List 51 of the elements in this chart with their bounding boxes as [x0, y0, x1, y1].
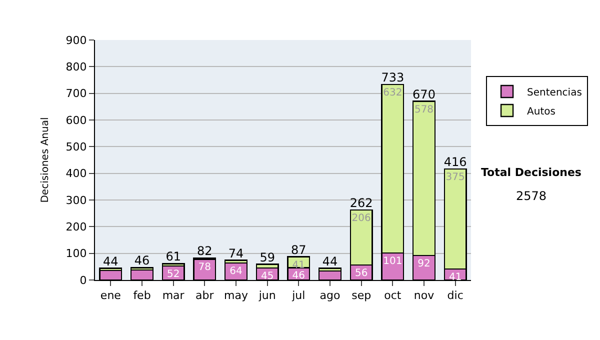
y-tick-label: 200	[66, 220, 87, 234]
x-tick-label: oct	[384, 289, 402, 302]
data-label: 632	[383, 88, 402, 99]
total-label: 44	[103, 254, 118, 268]
data-label: 375	[446, 172, 465, 184]
legend-label: Sentencias	[527, 87, 582, 98]
x-tick-label: ago	[320, 289, 340, 302]
total-label: 59	[260, 250, 275, 264]
total-label: 262	[350, 196, 373, 210]
total-label: 670	[412, 87, 436, 102]
y-tick-label: 300	[66, 194, 87, 207]
data-label: 64	[230, 266, 242, 277]
data-label: 101	[383, 256, 402, 268]
y-tick-label: 900	[66, 34, 87, 47]
data-label: 46	[292, 270, 306, 282]
x-tick-label: dic	[447, 289, 464, 302]
total-label: 82	[197, 244, 212, 258]
data-label: 206	[352, 213, 371, 224]
x-tick-label: nov	[414, 289, 435, 302]
data-label: 45	[260, 271, 274, 282]
data-label: 92	[418, 258, 430, 270]
data-label: 56	[354, 268, 368, 280]
y-tick-label: 0	[80, 274, 87, 287]
legend-label: Autos	[527, 106, 556, 118]
total-label: 87	[291, 242, 306, 257]
y-axis-title: Decisiones Anual	[40, 117, 51, 203]
y-tick-label: 800	[66, 60, 87, 74]
total-label: 46	[134, 254, 150, 268]
data-label: 78	[198, 262, 212, 274]
total-label: 61	[166, 250, 181, 264]
y-tick-label: 100	[66, 247, 87, 260]
data-label: 52	[166, 269, 180, 280]
y-tick-label: 400	[66, 167, 87, 180]
x-tick-label: ene	[100, 289, 122, 302]
text: Total Decisiones	[481, 166, 582, 179]
x-tick-label: jun	[258, 289, 276, 302]
total-label: 44	[322, 254, 338, 268]
y-tick-label: 500	[66, 140, 87, 154]
x-tick-label: jul	[291, 289, 306, 302]
x-tick-label: sep	[352, 289, 372, 302]
total-label: 733	[381, 70, 404, 85]
x-tick-label: may	[224, 289, 248, 302]
x-tick-label: feb	[133, 289, 151, 302]
text: 2578	[516, 189, 547, 203]
x-tick-label: abr	[196, 289, 214, 302]
y-tick-label: 600	[66, 114, 87, 127]
x-tick-label: mar	[162, 289, 185, 302]
y-tick-label: 700	[66, 87, 87, 100]
total-label: 416	[444, 155, 467, 170]
data-label: 578	[414, 104, 434, 116]
total-label: 74	[228, 246, 244, 260]
